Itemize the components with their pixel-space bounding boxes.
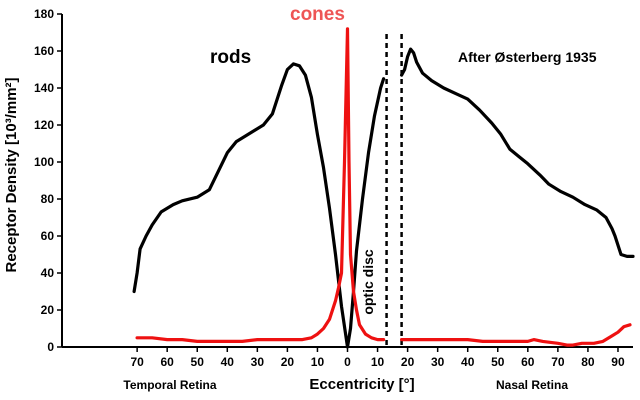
x-tick-label: 70 <box>551 355 565 369</box>
temporal-retina-label: Temporal Retina <box>123 378 216 392</box>
x-tick-label: 40 <box>461 355 475 369</box>
x-tick-label: 20 <box>281 355 295 369</box>
y-tick-label: 60 <box>41 229 55 243</box>
x-axis-title: Eccentricity [°] <box>309 376 414 393</box>
x-tick-label: 30 <box>251 355 265 369</box>
x-tick-label: 10 <box>371 355 385 369</box>
y-tick-label: 140 <box>34 81 54 95</box>
optic-disc-label: optic disc <box>360 249 376 315</box>
x-tick-label: 10 <box>311 355 325 369</box>
y-tick-label: 180 <box>34 7 54 21</box>
rods-series-label: rods <box>210 47 251 68</box>
x-tick-label: 30 <box>431 355 445 369</box>
y-tick-label: 100 <box>34 155 54 169</box>
chart-labels: Receptor Density [10³/mm²] Eccentricity … <box>3 4 597 393</box>
x-tick-label: 50 <box>191 355 205 369</box>
cones-series-label: cones <box>290 4 345 25</box>
nasal-retina-label: Nasal Retina <box>496 378 568 392</box>
x-tick-label: 80 <box>581 355 595 369</box>
y-tick-label: 20 <box>41 303 55 317</box>
x-tick-label: 0 <box>344 355 351 369</box>
y-tick-label: 0 <box>47 340 54 354</box>
x-tick-label: 70 <box>130 355 144 369</box>
y-tick-label: 80 <box>41 192 55 206</box>
x-tick-label: 90 <box>611 355 625 369</box>
y-axis-title: Receptor Density [10³/mm²] <box>3 77 20 272</box>
x-tick-label: 60 <box>161 355 175 369</box>
source-annotation: After Østerberg 1935 <box>458 49 597 65</box>
chart-marks <box>132 27 635 349</box>
cones-series-line <box>400 323 632 347</box>
x-tick-label: 40 <box>221 355 235 369</box>
x-tick-label: 20 <box>401 355 415 369</box>
y-tick-label: 160 <box>34 44 54 58</box>
x-tick-label: 60 <box>521 355 535 369</box>
x-tick-label: 50 <box>491 355 505 369</box>
y-tick-label: 40 <box>41 266 55 280</box>
cones-series-line <box>135 27 386 343</box>
rods-series-line <box>400 47 635 258</box>
y-tick-label: 120 <box>34 118 54 132</box>
